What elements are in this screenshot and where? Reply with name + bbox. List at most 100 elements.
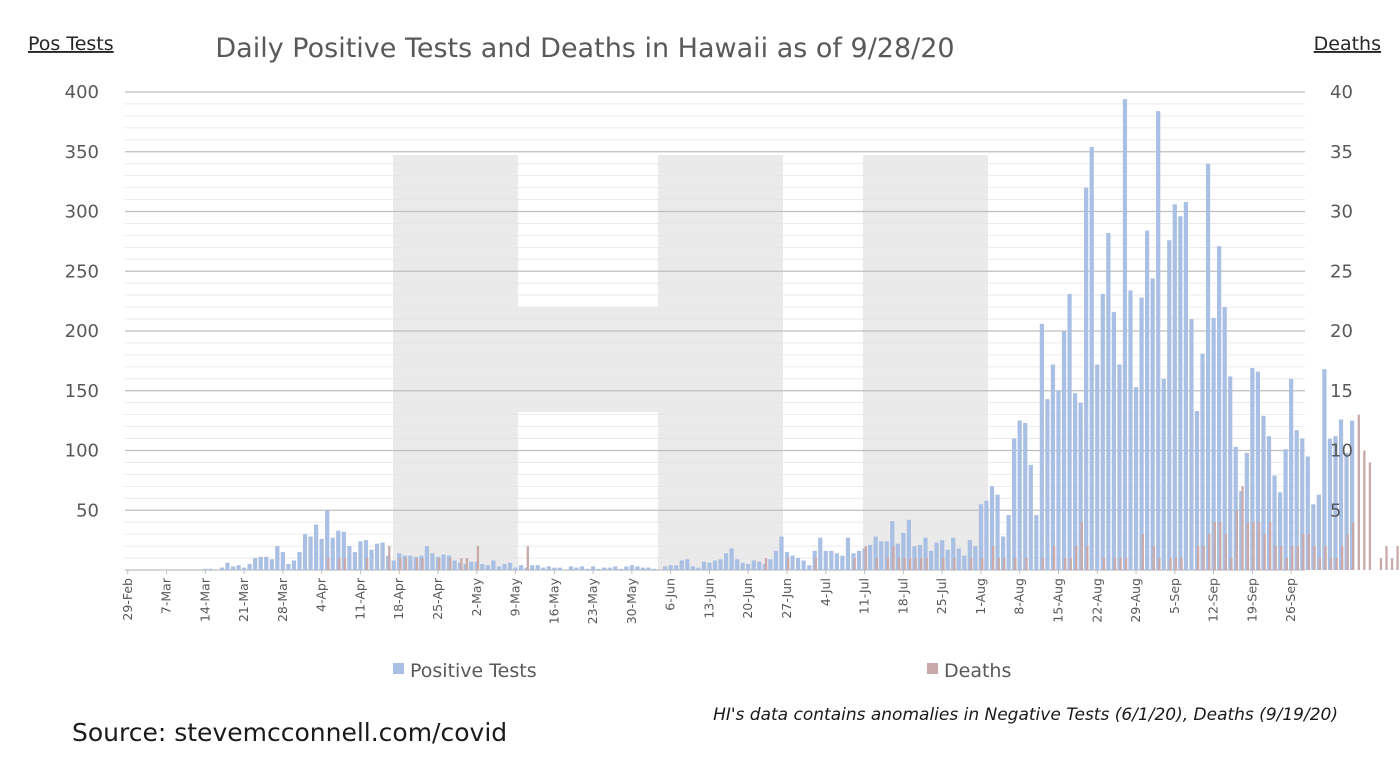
- positive-tests-bar: [1272, 475, 1277, 570]
- positive-tests-bar: [1111, 311, 1116, 570]
- positive-tests-bar: [1300, 438, 1305, 570]
- positive-tests-bar: [258, 556, 263, 570]
- x-tick-label: 26-Sep: [1283, 578, 1298, 622]
- x-tick-label: 9-May: [508, 577, 523, 616]
- positive-tests-bar: [1106, 233, 1111, 570]
- deaths-bar: [1385, 546, 1388, 570]
- x-tick-label: 5-Sep: [1167, 578, 1182, 614]
- deaths-bar: [1086, 546, 1089, 570]
- deaths-bar: [1268, 522, 1272, 570]
- deaths-bar: [892, 546, 895, 570]
- right-tick-label: 5: [1330, 500, 1341, 521]
- positive-tests-bar: [1150, 278, 1155, 570]
- deaths-bar: [1296, 546, 1300, 570]
- positive-tests-bar: [530, 565, 535, 570]
- positive-tests-bar: [740, 562, 745, 570]
- deaths-bar: [1069, 558, 1072, 570]
- deaths-bar: [1396, 546, 1399, 570]
- positive-tests-bar: [834, 553, 839, 570]
- positive-tests-bar: [1172, 204, 1177, 570]
- deaths-bar: [997, 558, 1000, 570]
- positive-tests-bar: [1012, 438, 1017, 570]
- positive-tests-bar: [297, 552, 302, 570]
- positive-tests-bar: [1117, 364, 1122, 570]
- positive-tests-bar: [1178, 216, 1183, 570]
- positive-tests-bar: [269, 559, 274, 570]
- x-tick-label: 19-Sep: [1244, 578, 1259, 622]
- positive-tests-bar: [485, 565, 490, 570]
- x-tick-label: 18-Jul: [895, 578, 910, 614]
- deaths-bar: [1080, 522, 1083, 570]
- deaths-bar: [1124, 558, 1128, 570]
- positive-tests-bar: [1039, 323, 1044, 570]
- positive-tests-bar: [668, 565, 673, 570]
- positive-tests-bar: [358, 541, 363, 570]
- positive-tests-bar: [995, 494, 1000, 570]
- positive-tests-bar: [1017, 420, 1022, 570]
- positive-tests-bar: [1061, 331, 1067, 570]
- deaths-bar: [399, 558, 402, 570]
- positive-tests-bar: [1034, 515, 1039, 570]
- deaths-bar: [438, 558, 441, 570]
- deaths-bar: [1152, 546, 1155, 570]
- right-tick-label: 30: [1330, 202, 1353, 223]
- positive-tests-bar: [602, 567, 607, 570]
- watermark-h-crossbar: [518, 307, 658, 412]
- positive-tests-bar: [618, 568, 623, 570]
- deaths-bar: [814, 558, 818, 570]
- deaths-bar: [903, 558, 906, 570]
- deaths-bar: [1014, 558, 1017, 570]
- x-tick-label: 15-Aug: [1050, 578, 1065, 623]
- deaths-bar: [1219, 522, 1222, 570]
- positive-tests-bar: [978, 504, 984, 570]
- positive-tests-bar: [596, 568, 601, 570]
- deaths-bar: [969, 558, 973, 570]
- positive-tests-bar: [208, 568, 213, 570]
- positive-tests-bar: [219, 567, 225, 570]
- positive-tests-bar: [380, 542, 385, 570]
- positive-tests-bar: [302, 534, 308, 570]
- deaths-bar: [1335, 558, 1338, 570]
- deaths-bar: [864, 546, 867, 570]
- legend-swatch-positive-tests: [393, 663, 404, 674]
- positive-tests-bar: [1084, 187, 1089, 570]
- positive-tests-bar: [1200, 353, 1205, 570]
- deaths-bar: [1174, 558, 1178, 570]
- deaths-bar: [1119, 558, 1122, 570]
- legend-swatch-deaths: [927, 663, 938, 674]
- positive-tests-bar: [746, 564, 751, 570]
- positive-tests-bar: [1089, 146, 1094, 570]
- left-tick-label: 200: [65, 321, 99, 342]
- left-tick-label: 100: [65, 441, 99, 462]
- positive-tests-bar: [535, 565, 540, 570]
- positive-tests-bar: [347, 546, 352, 570]
- positive-tests-bar: [1250, 368, 1255, 570]
- right-axis-ticks: 5 10 15 20 25 30 35 40: [1330, 82, 1353, 521]
- deaths-bar: [886, 558, 890, 570]
- positive-tests-bar: [613, 566, 618, 570]
- deaths-bar: [1329, 558, 1333, 570]
- deaths-bars: [327, 414, 1399, 570]
- positive-tests-bar: [1311, 504, 1316, 570]
- positive-tests-bar: [1205, 163, 1211, 570]
- x-tick-label: 4-Apr: [314, 577, 329, 612]
- deaths-bar: [1224, 534, 1227, 570]
- deaths-bar: [1357, 414, 1360, 570]
- x-tick-label: 28-Mar: [275, 577, 290, 622]
- positive-tests-bar: [1128, 290, 1133, 570]
- positive-tests-bar: [441, 554, 446, 570]
- positive-tests-bar: [319, 538, 324, 570]
- positive-tests-bar: [879, 541, 884, 570]
- positive-tests-bar: [1222, 307, 1227, 570]
- left-axis-title: Pos Tests: [28, 33, 114, 55]
- deaths-bar: [1280, 546, 1283, 570]
- positive-tests-bar: [253, 558, 258, 570]
- positive-tests-bar: [790, 555, 795, 570]
- positive-tests-bar: [408, 555, 413, 570]
- x-tick-label: 16-May: [546, 577, 561, 624]
- x-axis-ticks: 29-Feb 7-Mar 14-Mar 21-Mar 28-Mar 4-Apr 11-Apr…: [120, 570, 1298, 624]
- positive-tests-bar: [962, 555, 967, 570]
- x-tick-label: 11-Apr: [352, 577, 367, 620]
- positive-tests-bar: [225, 562, 230, 570]
- deaths-bar: [343, 558, 347, 570]
